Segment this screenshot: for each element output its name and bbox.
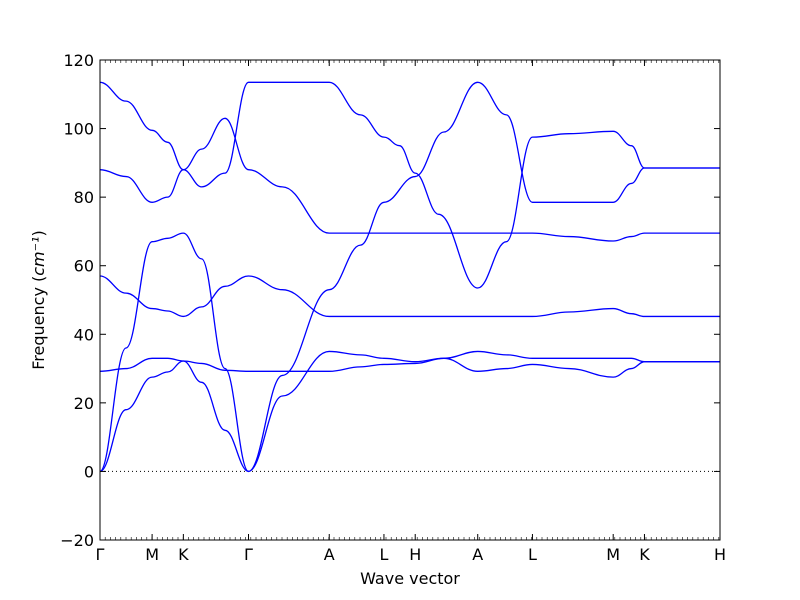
x-tick-label: H xyxy=(409,545,421,564)
x-tick-label: K xyxy=(639,545,650,564)
x-tick-label: H xyxy=(714,545,726,564)
y-tick-label: −20 xyxy=(60,531,94,550)
y-axis-label-text: Frequency xyxy=(29,287,48,370)
x-axis-label: Wave vector xyxy=(360,569,460,588)
series-line-5 xyxy=(99,350,720,473)
y-tick-label: 20 xyxy=(74,394,94,413)
x-minor-ticks xyxy=(99,60,720,540)
minor-tick-marks xyxy=(99,60,720,540)
x-tick-label: L xyxy=(528,545,537,564)
y-tick-label: 60 xyxy=(74,257,94,276)
y-tick-label: 0 xyxy=(84,462,94,481)
series-line-2 xyxy=(99,117,720,242)
x-tick-label: K xyxy=(178,545,189,564)
series-line-6 xyxy=(99,81,720,473)
series-line-3 xyxy=(99,275,720,318)
x-tick-label: M xyxy=(145,545,159,564)
x-tick-label: Γ xyxy=(244,545,253,564)
y-tick-label: 100 xyxy=(63,120,94,139)
series-layer xyxy=(99,81,720,473)
y-axis-unit: cm⁻¹ xyxy=(29,237,48,276)
y-tick-label: 40 xyxy=(74,325,94,344)
plot-frame xyxy=(99,59,721,541)
x-tick-label: M xyxy=(606,545,620,564)
series-line-1 xyxy=(99,81,720,289)
y-axis-label: Frequency (cm⁻¹) xyxy=(29,230,48,369)
x-tick-label: A xyxy=(472,545,483,564)
x-tick-label: Γ xyxy=(96,545,105,564)
x-tick-label: L xyxy=(379,545,388,564)
y-tick-label: 120 xyxy=(63,51,94,70)
y-tick-label: 80 xyxy=(74,188,94,207)
series-line-4 xyxy=(99,350,720,372)
x-tick-label: A xyxy=(324,545,335,564)
y-ticks: −20 0 20 40 60 80 100 120 xyxy=(60,51,720,550)
